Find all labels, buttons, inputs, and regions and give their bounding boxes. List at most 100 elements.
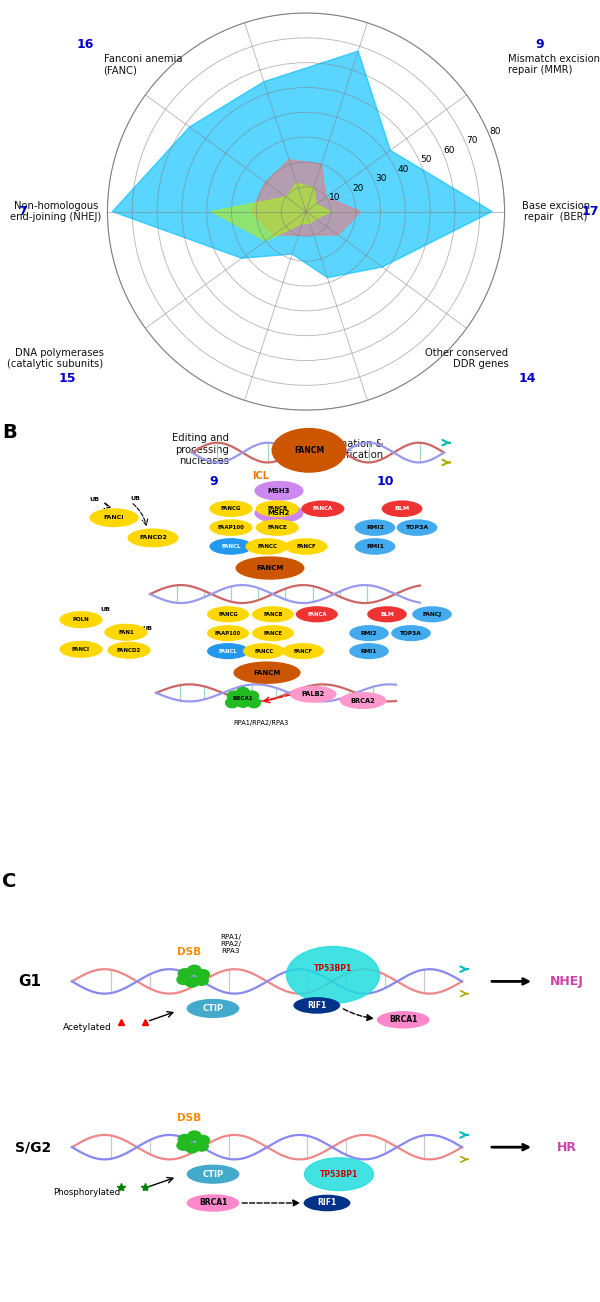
Text: FANCM: FANCM (256, 565, 284, 572)
Text: B: B (2, 423, 17, 443)
Ellipse shape (293, 997, 340, 1014)
Text: RMI2: RMI2 (366, 525, 384, 530)
Text: DSB: DSB (177, 1112, 201, 1122)
Text: RMI2: RMI2 (361, 630, 377, 635)
Text: FANCM: FANCM (253, 669, 281, 676)
Ellipse shape (367, 607, 407, 622)
Circle shape (195, 975, 208, 986)
Text: FAN1: FAN1 (118, 630, 134, 635)
Text: FANCI: FANCI (104, 516, 124, 521)
Text: FAAP100: FAAP100 (218, 525, 244, 530)
Text: ICL: ICL (253, 471, 269, 480)
Ellipse shape (252, 625, 294, 642)
Polygon shape (212, 184, 331, 241)
Ellipse shape (104, 624, 148, 641)
Text: Editing and
processing
nucleases: Editing and processing nucleases (172, 432, 229, 466)
Ellipse shape (254, 480, 304, 501)
Ellipse shape (340, 691, 386, 710)
Circle shape (247, 698, 260, 708)
Circle shape (227, 691, 241, 700)
Ellipse shape (254, 504, 304, 523)
Text: G1: G1 (18, 974, 41, 990)
Text: POLN: POLN (73, 617, 89, 622)
Text: BLM: BLM (380, 612, 394, 617)
Ellipse shape (209, 500, 253, 517)
Text: PALB2: PALB2 (302, 691, 325, 698)
Text: Mismatch excision
repair (MMR): Mismatch excision repair (MMR) (508, 53, 600, 76)
Text: BRCA1: BRCA1 (199, 1198, 227, 1207)
Circle shape (177, 975, 190, 984)
Text: FANCL: FANCL (221, 544, 241, 549)
Text: Ubiquitination &
modification: Ubiquitination & modification (302, 439, 383, 461)
Text: FANCB: FANCB (267, 506, 287, 512)
Polygon shape (251, 160, 361, 236)
Text: TOP3A: TOP3A (400, 630, 422, 635)
Text: RPA1/RPA2/RPA3: RPA1/RPA2/RPA3 (233, 720, 289, 727)
Ellipse shape (187, 1164, 239, 1184)
Text: FANCG: FANCG (218, 612, 238, 617)
Ellipse shape (349, 643, 389, 659)
Circle shape (177, 1141, 190, 1150)
Text: TP53BP1: TP53BP1 (320, 1169, 358, 1178)
Text: C: C (2, 872, 16, 892)
Polygon shape (112, 51, 492, 277)
Text: RIF1: RIF1 (317, 1198, 337, 1207)
Text: FANCJ: FANCJ (422, 612, 442, 617)
Text: RPA1/
RPA2/
RPA3: RPA1/ RPA2/ RPA3 (221, 935, 241, 954)
Ellipse shape (89, 508, 139, 527)
Ellipse shape (207, 607, 249, 622)
Ellipse shape (187, 1194, 239, 1212)
Text: FANCA: FANCA (307, 612, 326, 617)
Text: DSB: DSB (177, 947, 201, 957)
Text: FANCM: FANCM (294, 445, 324, 454)
Text: FANCF: FANCF (293, 648, 313, 654)
Circle shape (196, 970, 209, 979)
Text: RMI1: RMI1 (366, 544, 384, 549)
Circle shape (178, 969, 191, 978)
Ellipse shape (207, 625, 249, 642)
Text: 15: 15 (59, 372, 76, 385)
Ellipse shape (301, 500, 344, 517)
Text: BRCA1: BRCA1 (389, 1016, 418, 1025)
Text: FANCF: FANCF (296, 544, 316, 549)
Text: DNA polymerases
(catalytic subunits): DNA polymerases (catalytic subunits) (7, 348, 104, 370)
Ellipse shape (355, 519, 395, 536)
Text: UB: UB (90, 497, 100, 503)
Ellipse shape (252, 607, 294, 622)
Text: 9: 9 (536, 38, 544, 51)
Text: Other conserved
DDR genes: Other conserved DDR genes (425, 348, 508, 370)
Text: CTIP: CTIP (202, 1169, 224, 1178)
Ellipse shape (187, 999, 239, 1018)
Text: 7: 7 (17, 206, 26, 217)
Text: FANCL: FANCL (218, 648, 238, 654)
Ellipse shape (59, 641, 103, 658)
Ellipse shape (397, 519, 437, 536)
Ellipse shape (287, 947, 380, 1004)
Text: FANCA: FANCA (313, 506, 333, 512)
Ellipse shape (377, 1012, 430, 1029)
Text: UB: UB (142, 626, 152, 631)
Text: FANCD2: FANCD2 (139, 535, 167, 540)
Text: TOP3A: TOP3A (406, 525, 428, 530)
Text: TP53BP1: TP53BP1 (314, 963, 352, 973)
Text: FANCC: FANCC (254, 648, 274, 654)
Text: UB: UB (130, 496, 140, 501)
Circle shape (188, 1131, 201, 1141)
Ellipse shape (282, 643, 324, 659)
Text: Acetylated: Acetylated (62, 1022, 112, 1031)
Ellipse shape (128, 529, 179, 547)
Circle shape (236, 687, 250, 698)
Circle shape (185, 1143, 199, 1152)
Circle shape (178, 1134, 191, 1144)
Text: HR: HR (557, 1141, 577, 1154)
Ellipse shape (290, 686, 337, 703)
Text: BRCA2: BRCA2 (350, 698, 376, 703)
Text: RIF1: RIF1 (307, 1001, 326, 1010)
Text: FANCC: FANCC (257, 544, 277, 549)
Circle shape (195, 1142, 208, 1151)
Text: BLM: BLM (394, 506, 410, 512)
Ellipse shape (233, 661, 301, 684)
Text: FANCE: FANCE (268, 525, 287, 530)
Text: BRCA1: BRCA1 (233, 697, 253, 702)
Ellipse shape (305, 1157, 373, 1190)
